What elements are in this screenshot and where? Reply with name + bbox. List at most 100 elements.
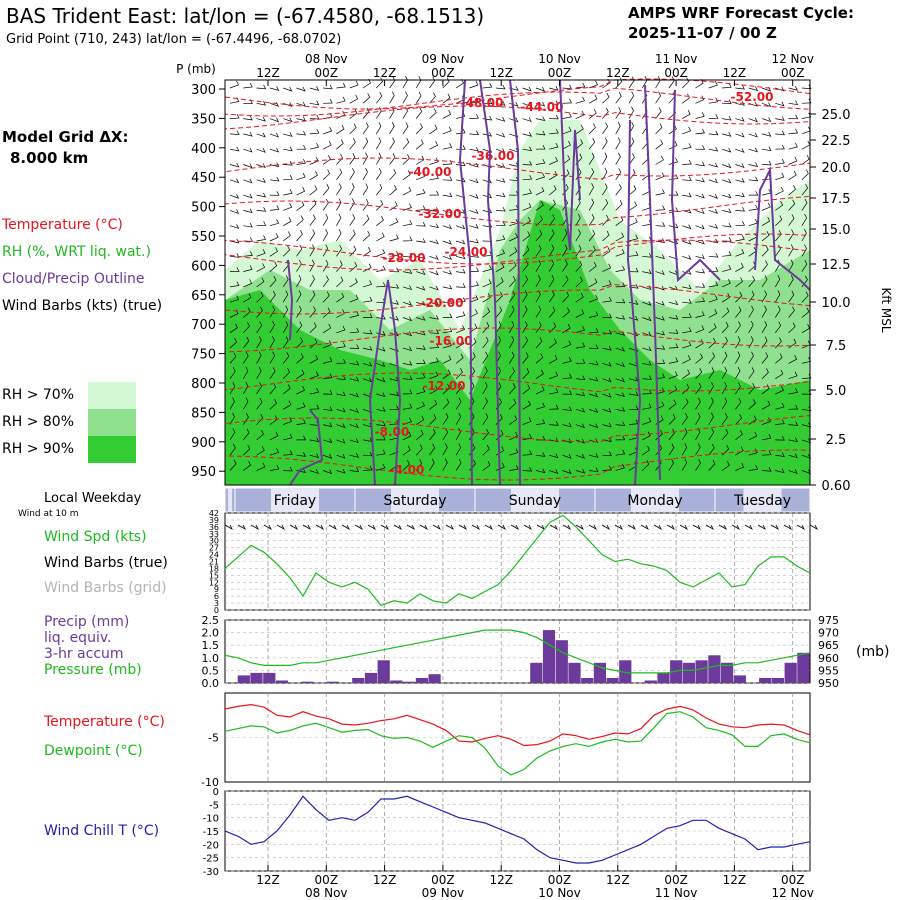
temp-contour-line: [224, 415, 811, 443]
wind-barb: [615, 315, 626, 320]
wind-barb: [575, 359, 586, 364]
surface-wind-barb: [562, 524, 571, 531]
weekday-label: Monday: [627, 493, 682, 509]
wind-barb: [589, 327, 599, 334]
wind-barb: [362, 107, 370, 119]
wind-barb: [602, 214, 609, 226]
wind-barb: [336, 391, 346, 397]
wind-barb: [548, 259, 555, 272]
wind-barb: [522, 336, 529, 349]
wind-barb: [602, 296, 612, 303]
wind-barb: [535, 452, 546, 457]
wind-barb: [695, 458, 702, 471]
wind-barb: [243, 208, 253, 214]
wind-barb: [243, 279, 253, 288]
precip-label-line3: 3-hr accum: [44, 646, 124, 662]
wind-barb: [628, 201, 638, 211]
wind-barb: [535, 259, 542, 272]
wind-barb: [349, 108, 358, 119]
temp-contour-line: [224, 327, 811, 353]
wind-barb: [243, 115, 253, 121]
height-label: 2.5: [826, 433, 847, 448]
height-label: 7.5: [826, 339, 847, 354]
wind-barb: [589, 311, 599, 318]
wind-barb: [589, 453, 599, 458]
wind-ytick-label: 6: [214, 592, 219, 601]
wind-barb: [256, 277, 265, 288]
wind-barb: [748, 176, 759, 182]
surface-wind-barb: [406, 524, 415, 531]
wind-barb: [615, 249, 625, 257]
top-time-tick: 00Z: [431, 66, 455, 80]
wind-barb: [788, 142, 798, 150]
wind-barb: [495, 132, 506, 138]
chill-ytick-label: -30: [203, 867, 219, 878]
wind-barb: [283, 175, 293, 181]
wind-barb: [801, 198, 808, 211]
wind-barb: [376, 377, 386, 383]
wind-barb: [509, 247, 518, 257]
wind-barb: [362, 93, 371, 104]
wind-barb: [256, 413, 264, 425]
wind-barb: [615, 282, 626, 288]
wind-barb: [775, 369, 784, 379]
wind-barb: [655, 387, 665, 395]
wind-barb: [283, 132, 293, 137]
pressure-ytick-label: 960: [818, 652, 839, 665]
wind-barb: [628, 234, 639, 242]
bottom-time-tick: 12Z: [606, 873, 630, 887]
wind-barb: [628, 217, 638, 227]
wind-barb: [655, 270, 665, 275]
wind-barb: [243, 178, 253, 184]
wind-barb: [256, 84, 267, 90]
bottom-time-tick: 12Z: [373, 873, 397, 887]
top-date-label: 09 Nov: [422, 52, 465, 66]
wind-barb: [735, 163, 745, 169]
wind-barb: [229, 253, 240, 258]
wind-barb: [562, 112, 572, 119]
wind-barb: [788, 421, 799, 426]
wind-barb: [748, 162, 759, 168]
wind-barb: [482, 397, 488, 410]
wind-barb: [522, 466, 533, 472]
wind-barb: [402, 170, 411, 181]
precip-bar: [263, 672, 276, 683]
wind-barb: [668, 141, 678, 150]
wind-barb: [748, 431, 758, 441]
wind-barb: [336, 407, 346, 413]
wind-ytick-label: 3: [214, 599, 219, 608]
wind-barb: [282, 320, 289, 333]
temp-contour-label: -8.00: [375, 425, 410, 439]
wind-barb: [243, 397, 249, 410]
pressure-level-label: 950: [191, 465, 216, 480]
wind-barb: [349, 376, 360, 382]
wind-barb: [775, 386, 784, 395]
wind-barb: [602, 465, 612, 471]
precip-bar: [695, 660, 708, 683]
wind-barb: [655, 359, 666, 364]
wind-barb: [283, 466, 293, 472]
wind-barb: [269, 276, 277, 288]
wind-barb: [336, 309, 345, 318]
wind-barb: [456, 145, 466, 150]
surface-wind-barb: [731, 524, 740, 531]
wind-barb: [774, 274, 781, 288]
wind-barb: [456, 268, 466, 274]
wind-barb: [269, 147, 280, 153]
wind-barb: [562, 357, 572, 364]
wind-barb: [575, 96, 586, 104]
wind-barb: [615, 265, 626, 272]
precip-bar: [352, 678, 365, 683]
pressure-level-label: 300: [191, 83, 216, 98]
wind-barb: [495, 163, 506, 169]
wind-barb: [336, 139, 344, 150]
wind-barb: [336, 423, 346, 429]
wind-barb: [283, 117, 293, 123]
wind-barb: [309, 453, 320, 459]
wind-barb: [309, 128, 320, 135]
wind-barb: [442, 355, 452, 364]
chill-ytick-label: -10: [203, 814, 219, 825]
chill-ytick-label: -25: [203, 854, 219, 865]
wind-barb: [735, 398, 742, 410]
wind-barb: [256, 132, 266, 138]
